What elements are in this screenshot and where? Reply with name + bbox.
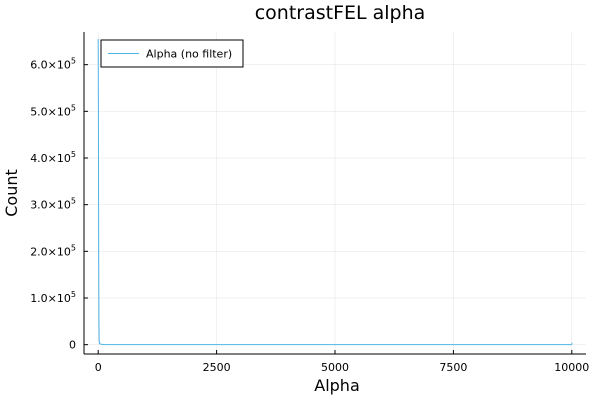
y-axis-label: Count (2, 169, 21, 217)
x-tick-labels: 0 2500 5000 7500 10000 (95, 361, 590, 374)
x-tick-label: 5000 (321, 361, 349, 374)
y-tick-labels: 01.0×1052.0×1053.0×1054.0×1055.0×1056.0×… (30, 57, 76, 352)
y-tick-exponent: 5 (71, 103, 76, 112)
x-tick-label: 2500 (203, 361, 231, 374)
series-layer (97, 38, 573, 346)
y-tick-mantissa: 1.0×10 (30, 292, 71, 305)
y-tick-mantissa: 4.0×10 (30, 152, 71, 165)
y-tick-mantissa: 3.0×10 (30, 199, 71, 212)
grid (84, 32, 586, 354)
y-tick-label: 4.0×105 (30, 150, 76, 165)
y-tick-label: 6.0×105 (30, 57, 76, 72)
legend-label: Alpha (no filter) (146, 48, 232, 61)
y-tick-mantissa: 0 (69, 339, 76, 352)
legend: Alpha (no filter) (100, 39, 244, 68)
series-line-alpha (97, 38, 573, 346)
y-tick-label: 3.0×105 (30, 197, 76, 212)
x-axis-label: Alpha (314, 376, 360, 395)
y-tick-label: 0 (69, 339, 76, 352)
y-tick-exponent: 5 (71, 290, 76, 299)
x-tick-label: 10000 (554, 361, 589, 374)
y-tick-mantissa: 6.0×10 (30, 59, 71, 72)
y-tick-label: 2.0×105 (30, 243, 76, 258)
y-tick-label: 1.0×105 (30, 290, 76, 305)
y-tick-exponent: 5 (71, 243, 76, 252)
y-tick-exponent: 5 (71, 150, 76, 159)
y-tick-mantissa: 2.0×10 (30, 245, 71, 258)
y-tick-mantissa: 5.0×10 (30, 105, 71, 118)
y-tick-label: 5.0×105 (30, 103, 76, 118)
chart-title: contrastFEL alpha (255, 2, 426, 24)
y-tick-exponent: 5 (71, 57, 76, 66)
y-tick-exponent: 5 (71, 197, 76, 206)
x-tick-label: 7500 (439, 361, 467, 374)
axes (83, 32, 586, 355)
x-tick-label: 0 (95, 361, 102, 374)
